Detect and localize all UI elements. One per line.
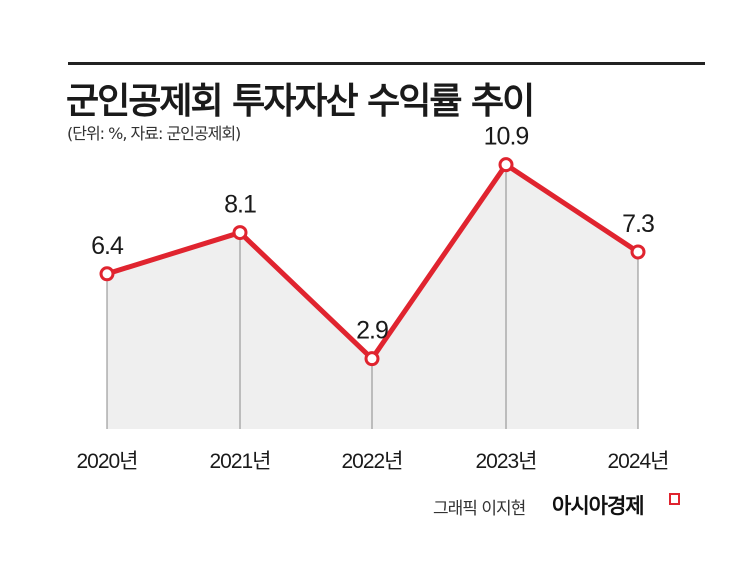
data-point [630, 244, 646, 260]
chart-subtitle: (단위: %, 자료: 군인공제회) [67, 124, 241, 143]
data-point [232, 225, 248, 241]
data-label: 10.9 [484, 123, 529, 151]
data-point [364, 351, 380, 367]
brand-logo: 아시아경제 [552, 494, 645, 518]
data-label: 7.3 [622, 210, 654, 238]
chart-title: 군인공제회 투자자산 수익률 추이 [66, 81, 535, 122]
top-rule [68, 62, 705, 65]
x-tick-label: 2021년 [209, 450, 270, 473]
data-label: 8.1 [224, 191, 256, 219]
data-label: 2.9 [356, 317, 388, 345]
data-label: 6.4 [91, 232, 124, 260]
data-point [99, 266, 115, 282]
x-tick-label: 2024년 [607, 450, 668, 473]
graphic-credit: 그래픽 이지현 [433, 499, 526, 519]
x-tick-label: 2020년 [76, 450, 137, 473]
x-tick-label: 2023년 [475, 450, 536, 473]
x-tick-label: 2022년 [341, 450, 402, 473]
brand-mark-icon [669, 493, 680, 505]
data-point [498, 157, 514, 173]
